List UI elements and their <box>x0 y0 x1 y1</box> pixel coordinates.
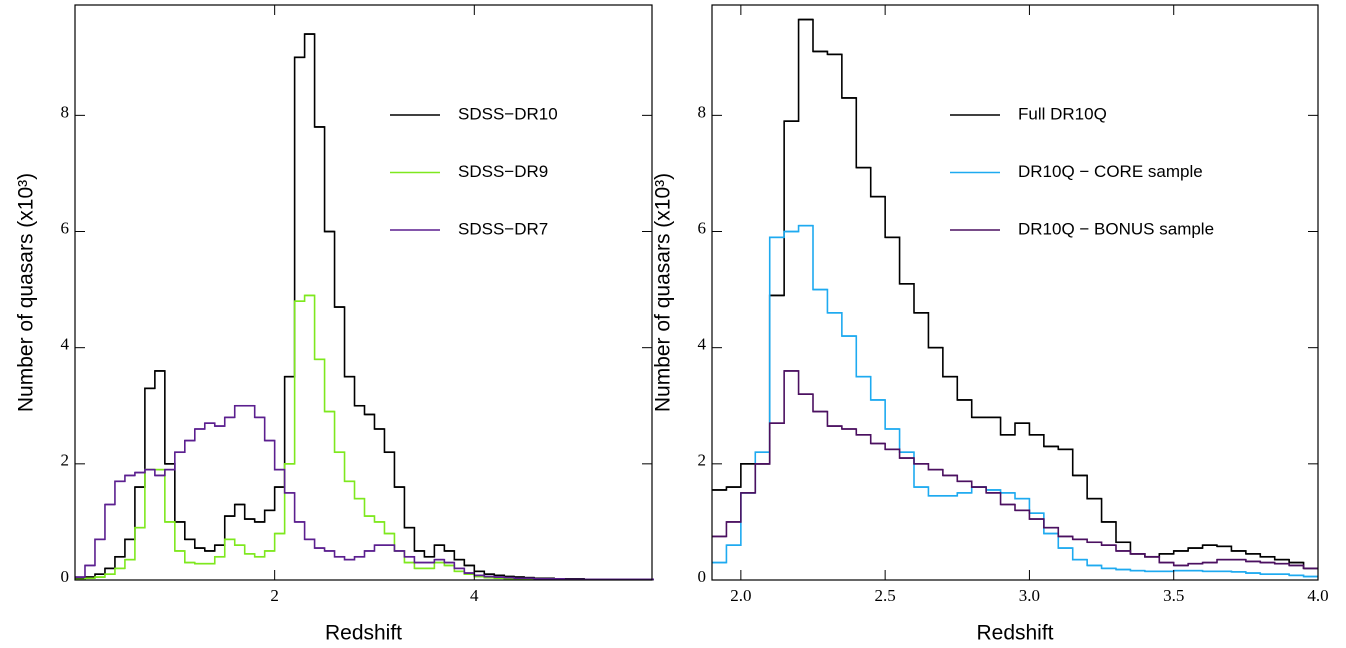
histogram-riser <box>712 224 1318 578</box>
y-tick-label: 6 <box>61 218 70 237</box>
plot-frame <box>711 4 1319 581</box>
histogram-riser <box>712 18 1318 570</box>
y-tick-label: 0 <box>698 567 707 586</box>
x-tick-label: 2 <box>270 586 279 605</box>
x-tick-label: 2.0 <box>730 586 751 605</box>
x-tick-label: 4 <box>470 586 479 605</box>
y-axis-label: Number of quasars (x10³) <box>652 173 675 412</box>
x-axis-label: Redshift <box>976 622 1053 645</box>
y-tick-label: 2 <box>698 451 707 470</box>
y-tick-label: 4 <box>698 335 707 354</box>
x-axis-label: Redshift <box>325 622 402 645</box>
y-tick-label: 2 <box>61 451 70 470</box>
y-tick-label: 4 <box>61 335 70 354</box>
legend-label: SDSS−DR7 <box>458 219 548 238</box>
x-tick-label: 2.5 <box>875 586 896 605</box>
x-tick-label: 4.0 <box>1307 586 1328 605</box>
y-tick-label: 6 <box>698 218 707 237</box>
histogram-riser <box>75 294 654 581</box>
plot-frame <box>74 4 653 581</box>
histogram-riser <box>75 404 654 581</box>
legend-label: DR10Q − BONUS sample <box>1018 219 1214 238</box>
legend-label: SDSS−DR10 <box>458 104 558 123</box>
histogram-riser <box>712 370 1318 570</box>
y-axis-label: Number of quasars (x10³) <box>15 173 38 412</box>
legend-label: DR10Q − CORE sample <box>1018 162 1203 181</box>
y-tick-label: 8 <box>698 102 707 121</box>
legend-label: Full DR10Q <box>1018 104 1107 123</box>
x-tick-label: 3.0 <box>1019 586 1040 605</box>
y-tick-label: 8 <box>61 102 70 121</box>
x-tick-label: 3.5 <box>1163 586 1184 605</box>
histogram-riser <box>75 33 654 581</box>
y-tick-label: 0 <box>61 567 70 586</box>
legend-label: SDSS−DR9 <box>458 162 548 181</box>
